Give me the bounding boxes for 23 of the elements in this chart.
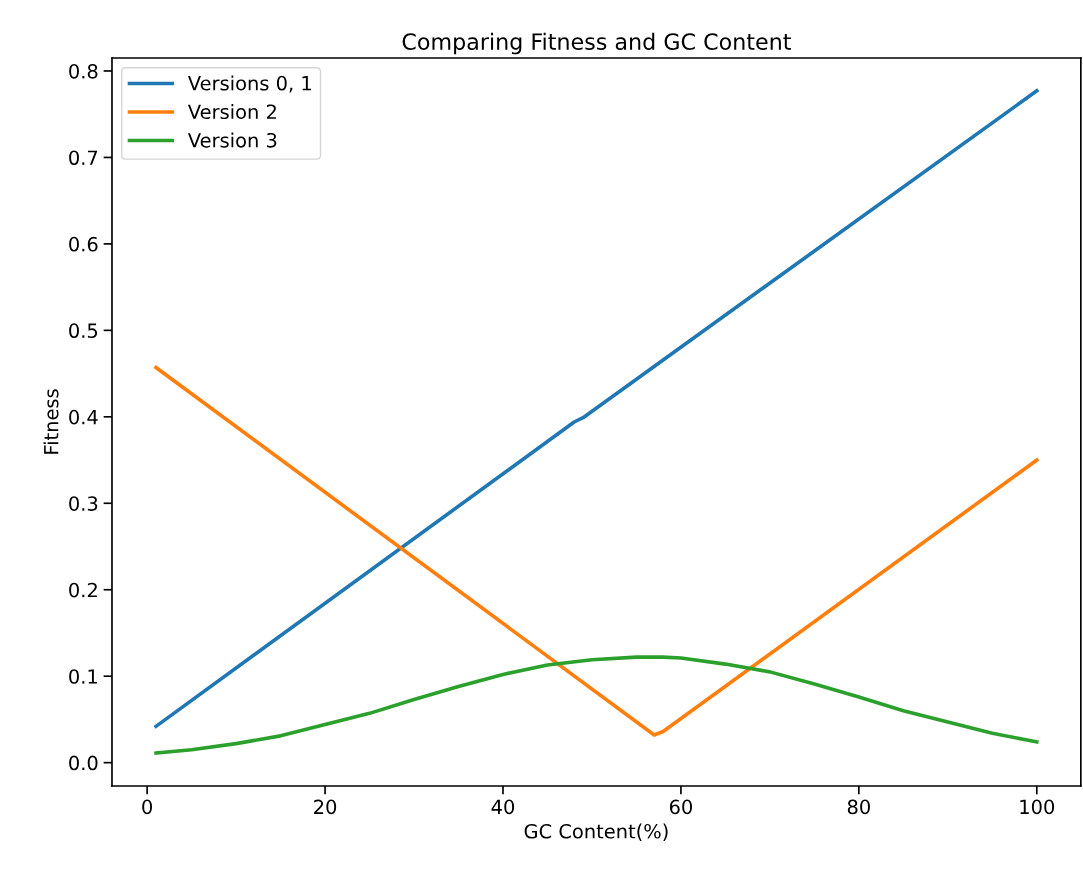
x-tick-label: 40 — [491, 799, 515, 815]
legend-label: Versions 0, 1 — [187, 75, 311, 93]
x-tick-label: 0 — [142, 799, 153, 815]
y-tick-label: 0.6 — [69, 236, 98, 252]
line-series — [154, 365, 1039, 737]
line-series — [154, 655, 1039, 755]
y-tick-label: 0.5 — [69, 323, 98, 339]
y-axis-title: Fitness — [43, 389, 59, 454]
y-tick-label: 0.4 — [69, 409, 98, 425]
x-tick-label: 100 — [1020, 799, 1055, 815]
y-tick-label: 0.3 — [69, 496, 98, 511]
legend-label: Version 3 — [187, 132, 277, 148]
x-tick-label: 60 — [669, 799, 693, 815]
x-tick-label: 80 — [847, 799, 870, 815]
y-tick-label: 0.1 — [69, 669, 97, 684]
chart-title: Comparing Fitness and GC Content — [402, 32, 791, 55]
legend-label: Version 2 — [187, 104, 276, 120]
y-tick-label: 0.8 — [69, 63, 98, 79]
y-tick-label: 0.0 — [69, 755, 98, 771]
x-axis-title: GC Content(%) — [524, 823, 668, 841]
y-tick-label: 0.7 — [69, 150, 98, 166]
x-tick-label: 20 — [314, 799, 337, 815]
y-tick-label: 0.2 — [69, 582, 97, 598]
